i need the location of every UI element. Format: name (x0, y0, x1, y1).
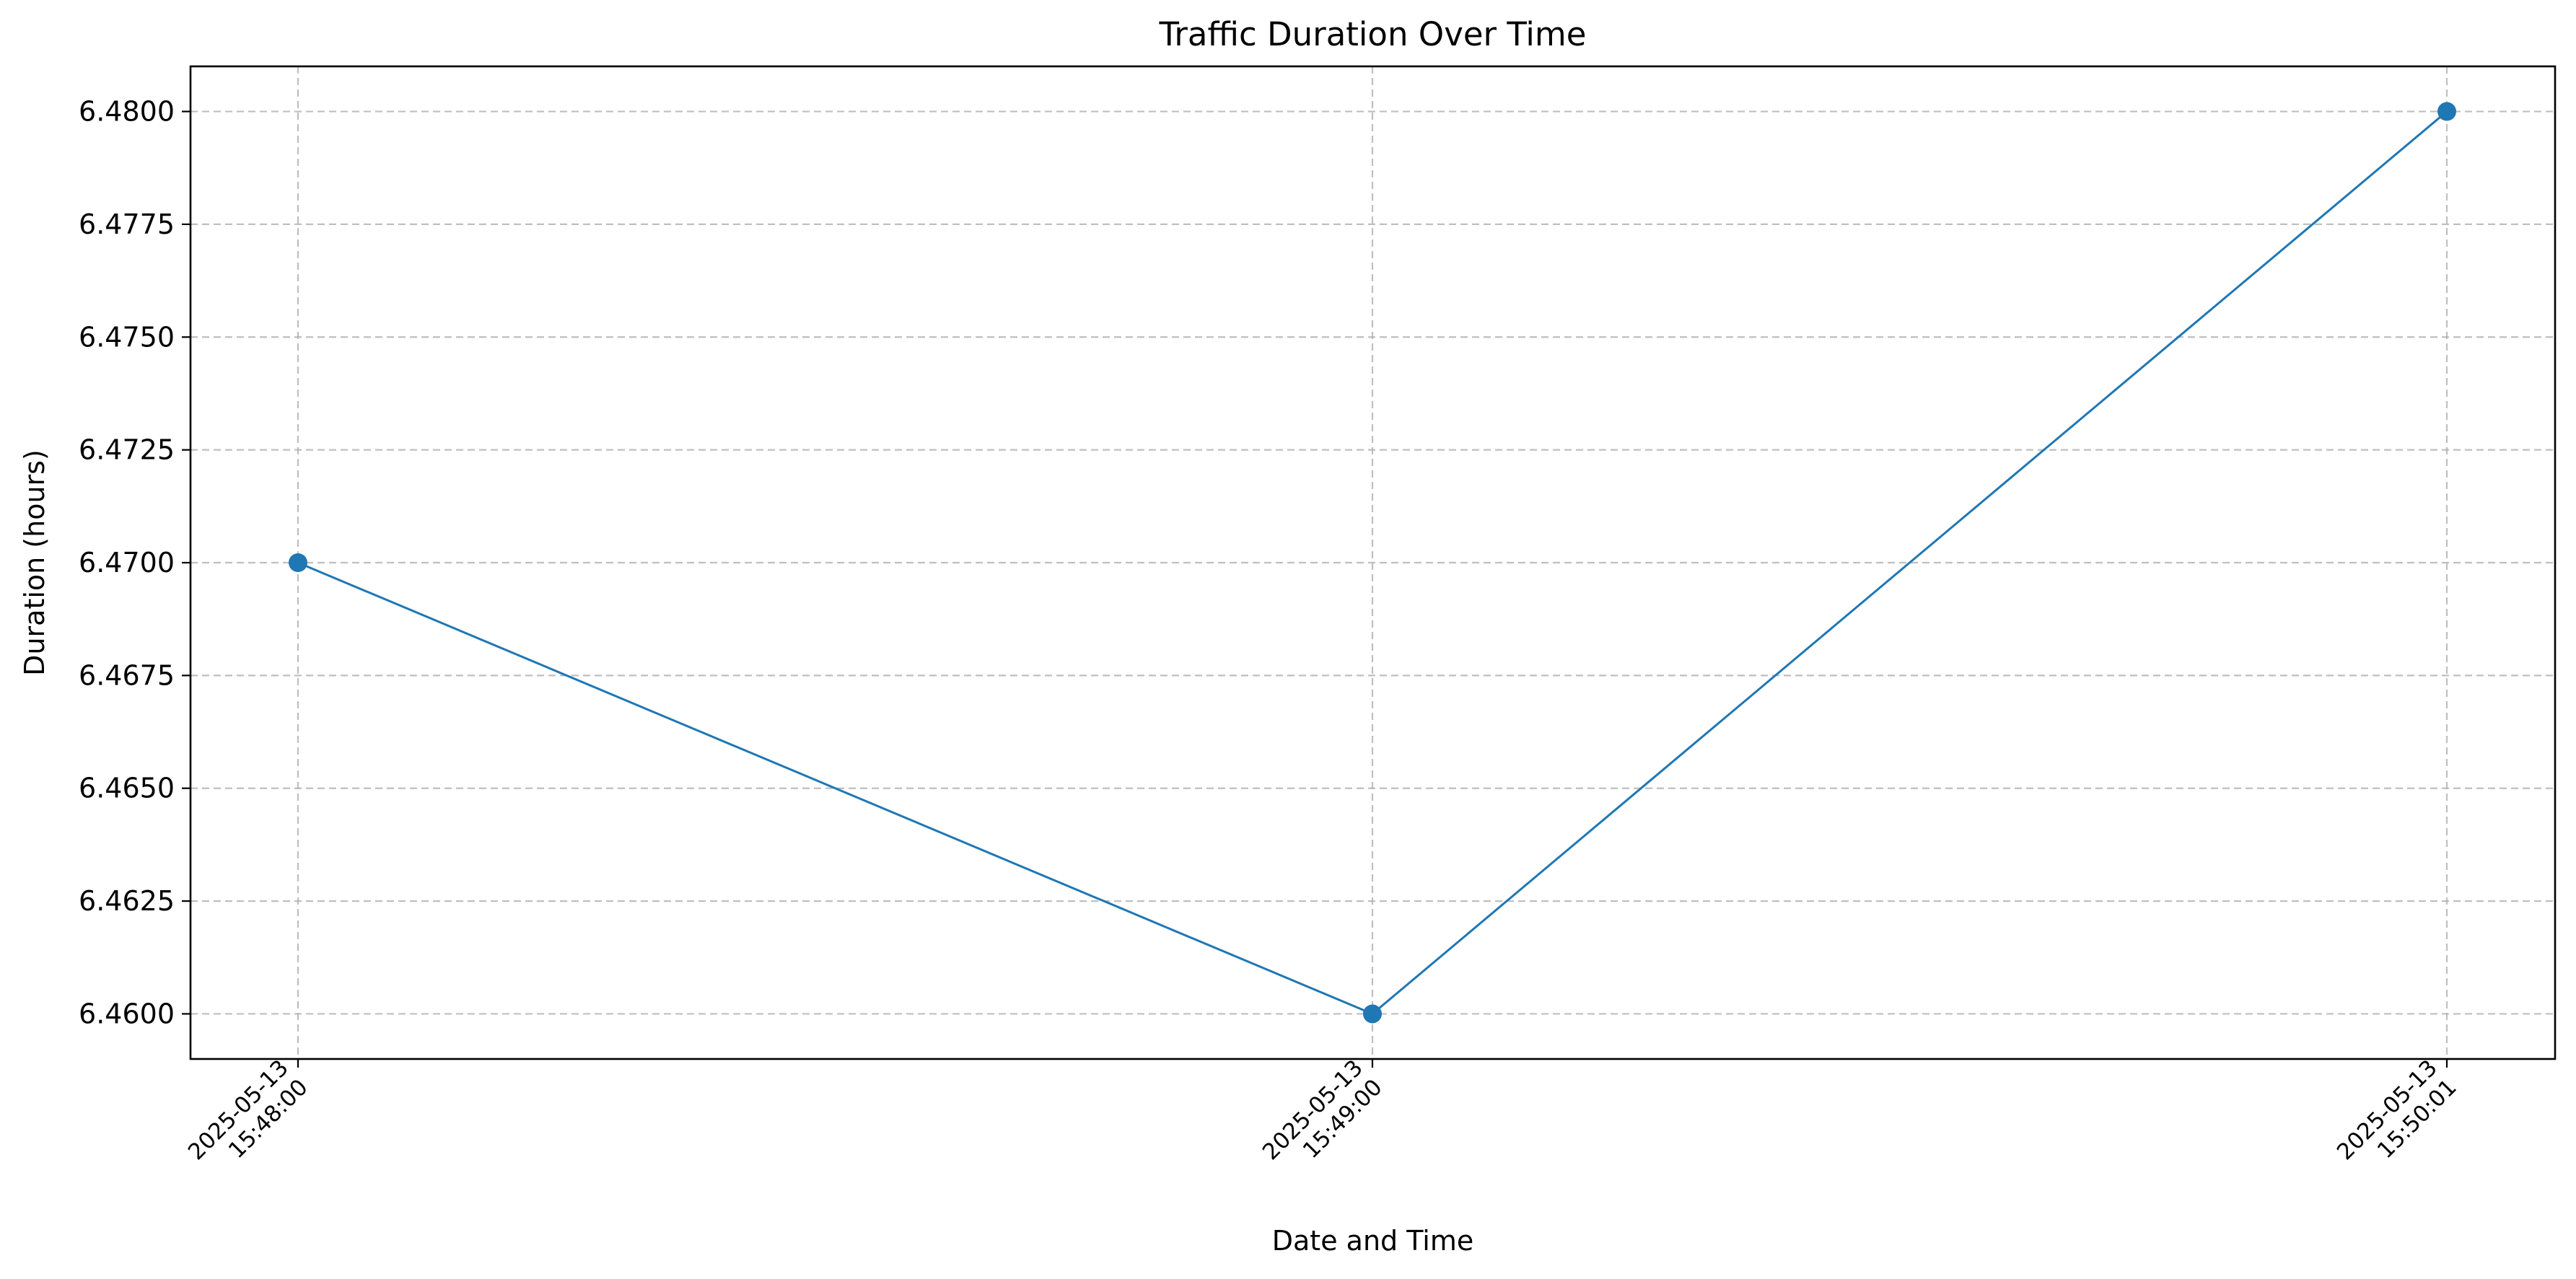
grid (190, 66, 2555, 1059)
y-tick-label: 6.4725 (79, 434, 175, 466)
y-tick-label: 6.4650 (79, 773, 175, 804)
data-point (1363, 1004, 1382, 1024)
y-axis-label: Duration (hours) (19, 449, 51, 676)
y-tick-label: 6.4700 (79, 547, 175, 579)
series-layer (289, 102, 2456, 1024)
chart-title: Traffic Duration Over Time (1159, 15, 1587, 53)
y-tick-label: 6.4775 (79, 208, 175, 240)
y-tick-label: 6.4675 (79, 659, 175, 691)
y-tick-label: 6.4750 (79, 321, 175, 353)
data-point (2437, 102, 2456, 121)
y-tick-label: 6.4800 (79, 96, 175, 128)
y-tick-label: 6.4600 (79, 998, 175, 1029)
data-point (289, 553, 307, 572)
y-tick-label: 6.4625 (79, 885, 175, 917)
x-axis-label: Date and Time (1272, 1225, 1473, 1257)
y-axis: 6.4600 6.4625 6.4650 6.4675 6.4700 6.4725 6.47… (79, 96, 190, 1029)
